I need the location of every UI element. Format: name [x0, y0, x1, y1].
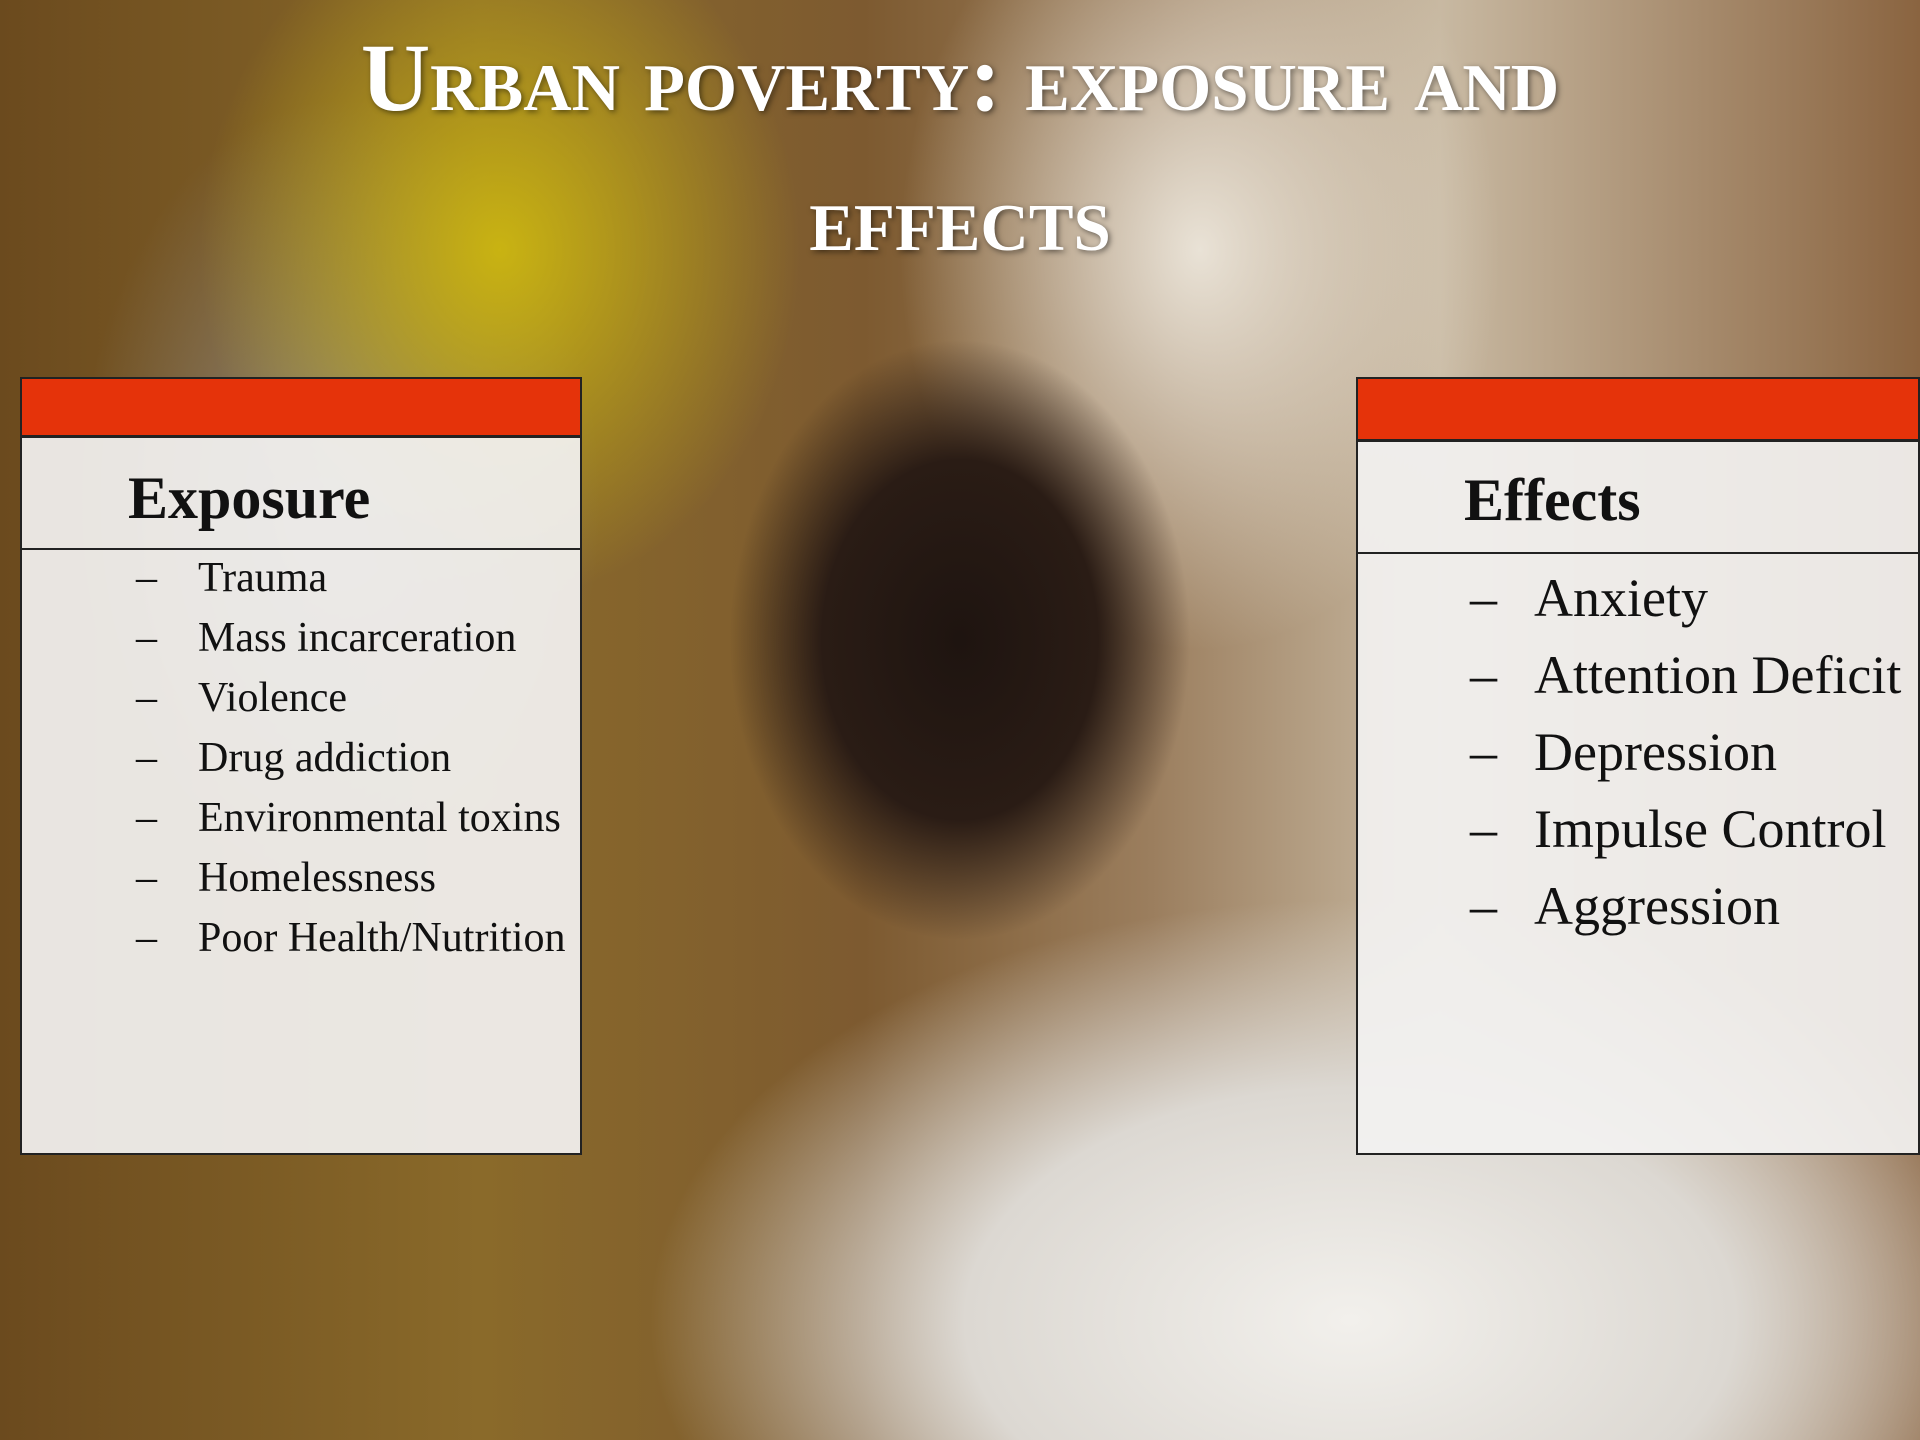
item-text: Impulse Control: [1534, 797, 1886, 861]
panel: Exposure–Trauma–Mass incarceration–Viole…: [20, 377, 582, 1155]
bullet: –: [22, 554, 198, 603]
list-item: –Mass incarceration: [22, 614, 580, 663]
list-item: –Homelessness: [22, 854, 580, 903]
panel-heading: Effects: [1358, 442, 1918, 554]
item-text: Trauma: [198, 554, 327, 603]
bullet: –: [1358, 797, 1534, 861]
item-text: Anxiety: [1534, 566, 1708, 630]
item-text: Depression: [1534, 720, 1777, 784]
item-text: Aggression: [1534, 874, 1780, 938]
bullet: –: [22, 614, 198, 663]
item-text: Violence: [198, 674, 347, 723]
bullet: –: [1358, 720, 1534, 784]
item-text: Drug addiction: [198, 734, 451, 783]
item-text: Mass incarceration: [198, 614, 516, 663]
list-item: –Environmental toxins: [22, 794, 580, 843]
bullet: –: [22, 914, 198, 963]
item-text: Attention Deficit: [1534, 643, 1901, 707]
item-text: Poor Health/Nutrition: [198, 914, 565, 963]
list-item: –Drug addiction: [22, 734, 580, 783]
list-item: –Depression: [1358, 720, 1918, 784]
header-bar: [22, 379, 580, 438]
panel-heading: Exposure: [22, 438, 580, 550]
item-list: –Anxiety–Attention Deficit–Depression–Im…: [1358, 554, 1918, 938]
title: Urban poverty: exposure and effects: [0, 8, 1920, 288]
bullet: –: [22, 854, 198, 903]
list-item: –Violence: [22, 674, 580, 723]
list-item: –Trauma: [22, 554, 580, 603]
bullet: –: [22, 734, 198, 783]
header-bar: [1358, 379, 1918, 442]
list-item: –Poor Health/Nutrition: [22, 914, 580, 963]
bullet: –: [1358, 874, 1534, 938]
item-text: Environmental toxins: [198, 794, 561, 843]
bullet: –: [1358, 643, 1534, 707]
item-text: Homelessness: [198, 854, 436, 903]
slide: Urban poverty: exposure and effects Expo…: [0, 0, 1920, 1440]
bullet: –: [1358, 566, 1534, 630]
list-item: –Impulse Control: [1358, 797, 1918, 861]
list-item: –Attention Deficit: [1358, 643, 1918, 707]
title-text: Urban poverty: exposure and effects: [240, 8, 1680, 288]
bullet: –: [22, 794, 198, 843]
item-list: –Trauma–Mass incarceration–Violence–Drug…: [22, 550, 580, 963]
bullet: –: [22, 674, 198, 723]
list-item: –Anxiety: [1358, 566, 1918, 630]
list-item: –Aggression: [1358, 874, 1918, 938]
panel: Effects–Anxiety–Attention Deficit–Depres…: [1356, 377, 1920, 1155]
